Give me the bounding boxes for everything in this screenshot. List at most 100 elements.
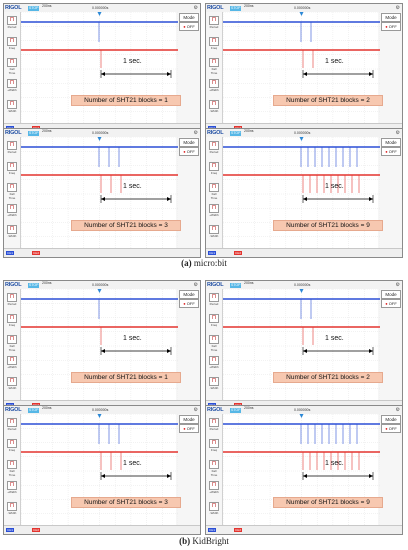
sidebar-item--width[interactable]: ⊓ +Width [208,79,220,92]
mode-button[interactable]: Mode [179,13,199,22]
mode-toggle[interactable]: ● OFF [381,424,401,433]
sidebar-item--width[interactable]: ⊓ +Width [208,481,220,494]
mode-toggle[interactable]: ● OFF [381,299,401,308]
mode-button[interactable]: Mode [381,13,401,22]
ch1-badge[interactable]: CH1 [6,250,15,255]
mode-toggle[interactable]: ● OFF [179,424,199,433]
mode-button[interactable]: Mode [381,415,401,424]
sidebar-item--width[interactable]: ⊓ +Width [208,204,220,217]
run-stop-button[interactable]: STOP [230,130,242,136]
sidebar-item-freq[interactable]: ⊓ Freq [208,314,220,327]
sidebar-item--width[interactable]: ⊓ +Width [6,356,18,369]
ch1-badge[interactable]: CH1 [208,527,217,532]
sidebar-item-period[interactable]: ⊓ Period [208,16,220,29]
sidebar-item--width[interactable]: ⊓ +Width [6,204,18,217]
ch1-badge[interactable]: CH1 [6,402,15,407]
sidebar-item-period[interactable]: ⊓ Period [208,293,220,306]
ch1-badge[interactable]: CH1 [6,125,15,130]
ch2-badge[interactable]: CH2 [32,527,41,532]
ch2-badge[interactable]: CH2 [234,250,243,255]
sidebar-item-freq[interactable]: ⊓ Freq [6,162,18,175]
sidebar-item-freq[interactable]: ⊓ Freq [208,162,220,175]
run-stop-button[interactable]: STOP [28,282,40,288]
settings-icon[interactable]: ⚙ [193,130,198,136]
settings-icon[interactable]: ⚙ [395,5,400,11]
sidebar-item-freq[interactable]: ⊓ Freq [6,314,18,327]
waveform-display[interactable]: 1 sec. Number of SHT21 blocks = 9 [222,136,383,252]
sidebar-item-fall-time[interactable]: ⊓ Fall Time [6,183,18,200]
ch2-badge[interactable]: CH2 [234,527,243,532]
settings-icon[interactable]: ⚙ [193,282,198,288]
sidebar-item--width[interactable]: ⊓ -Width [6,377,18,390]
sidebar-item-period[interactable]: ⊓ Period [6,141,18,154]
ch2-badge[interactable]: CH2 [234,125,243,130]
sidebar-item--width[interactable]: ⊓ -Width [208,225,220,238]
mode-button[interactable]: Mode [179,415,199,424]
sidebar-item--width[interactable]: ⊓ -Width [6,502,18,515]
sidebar-item-fall-time[interactable]: ⊓ Fall Time [208,335,220,352]
sidebar-item-fall-time[interactable]: ⊓ Fall Time [208,460,220,477]
sidebar-item-freq[interactable]: ⊓ Freq [208,439,220,452]
sidebar-item-label: Fall Time [210,469,218,477]
ch2-badge[interactable]: CH2 [32,125,41,130]
ch2-badge[interactable]: CH2 [32,402,41,407]
sidebar-item--width[interactable]: ⊓ +Width [208,356,220,369]
mode-button[interactable]: Mode [179,138,199,147]
sidebar-item-fall-time[interactable]: ⊓ Fall Time [208,183,220,200]
sidebar-item-period[interactable]: ⊓ Period [6,418,18,431]
sidebar-item-label: Freq [8,46,16,50]
sidebar-item-freq[interactable]: ⊓ Freq [208,37,220,50]
sidebar-item-freq[interactable]: ⊓ Freq [6,37,18,50]
waveform-display[interactable]: 1 sec. Number of SHT21 blocks = 1 [20,288,181,404]
sidebar-item-period[interactable]: ⊓ Period [208,141,220,154]
sidebar-item--width[interactable]: ⊓ +Width [6,79,18,92]
mode-toggle[interactable]: ● OFF [179,147,199,156]
run-stop-button[interactable]: STOP [230,407,242,413]
ch1-badge[interactable]: CH1 [208,402,217,407]
sidebar-item-fall-time[interactable]: ⊓ Fall Time [6,335,18,352]
waveform-display[interactable]: 1 sec. Number of SHT21 blocks = 2 [222,288,383,404]
sidebar-item-fall-time[interactable]: ⊓ Fall Time [208,58,220,75]
sidebar-item-fall-time[interactable]: ⊓ Fall Time [6,58,18,75]
sidebar-item--width[interactable]: ⊓ -Width [6,225,18,238]
sidebar-item-label: -Width [7,234,17,238]
ch2-badge[interactable]: CH2 [32,250,41,255]
run-stop-button[interactable]: STOP [28,407,40,413]
ch1-badge[interactable]: CH1 [6,527,15,532]
interval-label: 1 sec. [325,58,344,65]
sidebar-item--width[interactable]: ⊓ +Width [6,481,18,494]
settings-icon[interactable]: ⚙ [193,5,198,11]
mode-button[interactable]: Mode [381,138,401,147]
settings-icon[interactable]: ⚙ [395,130,400,136]
settings-icon[interactable]: ⚙ [193,407,198,413]
run-stop-button[interactable]: STOP [28,130,40,136]
run-stop-button[interactable]: STOP [230,282,242,288]
sidebar-item-period[interactable]: ⊓ Period [6,293,18,306]
mode-toggle[interactable]: ● OFF [381,147,401,156]
settings-icon[interactable]: ⚙ [395,407,400,413]
waveform-display[interactable]: 1 sec. Number of SHT21 blocks = 9 [222,413,383,529]
sidebar-item--width[interactable]: ⊓ -Width [208,377,220,390]
settings-icon[interactable]: ⚙ [395,282,400,288]
waveform-display[interactable]: 1 sec. Number of SHT21 blocks = 1 [20,11,181,127]
sidebar-item-period[interactable]: ⊓ Period [208,418,220,431]
mode-toggle[interactable]: ● OFF [381,22,401,31]
mode-button[interactable]: Mode [179,290,199,299]
sidebar-item-fall-time[interactable]: ⊓ Fall Time [6,460,18,477]
ch2-badge[interactable]: CH2 [234,402,243,407]
mode-button[interactable]: Mode [381,290,401,299]
sidebar-item-freq[interactable]: ⊓ Freq [6,439,18,452]
run-stop-button[interactable]: STOP [28,5,40,11]
mode-toggle[interactable]: ● OFF [179,299,199,308]
waveform-display[interactable]: 1 sec. Number of SHT21 blocks = 3 [20,136,181,252]
waveform-display[interactable]: 1 sec. Number of SHT21 blocks = 2 [222,11,383,127]
sidebar-item--width[interactable]: ⊓ -Width [208,502,220,515]
ch1-badge[interactable]: CH1 [208,125,217,130]
waveform-display[interactable]: 1 sec. Number of SHT21 blocks = 3 [20,413,181,529]
run-stop-button[interactable]: STOP [230,5,242,11]
mode-toggle[interactable]: ● OFF [179,22,199,31]
ch1-badge[interactable]: CH1 [208,250,217,255]
sidebar-item-period[interactable]: ⊓ Period [6,16,18,29]
sidebar-item--width[interactable]: ⊓ -Width [6,100,18,113]
sidebar-item--width[interactable]: ⊓ -Width [208,100,220,113]
